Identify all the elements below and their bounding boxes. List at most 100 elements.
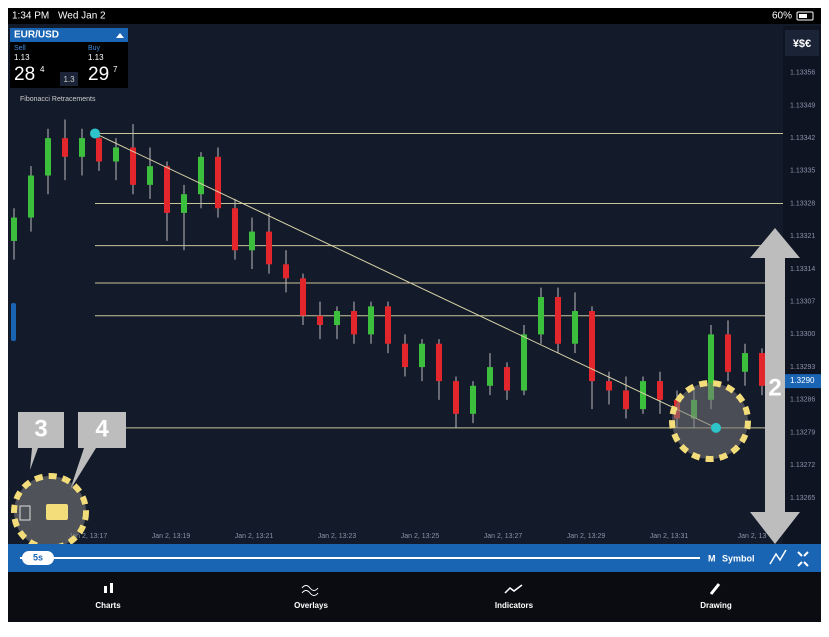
tab-drawing-label[interactable]: Drawing [700,601,732,610]
candle-body [147,166,153,185]
battery-icon [796,11,814,21]
battery-level [799,14,807,18]
candle-body [215,156,221,209]
status-bar [8,8,821,24]
candle-body [28,175,34,218]
price-label: 1.13349 [790,102,815,109]
price-label: 1.13293 [790,364,815,371]
tab-charts-label[interactable]: Charts [95,601,121,610]
candle-body [249,231,255,251]
candle-body [504,367,510,391]
instrument-header [10,28,128,42]
candle-body [555,297,561,344]
current-price-label: 1.3290 [790,376,815,385]
candle-body [181,194,187,213]
tab-indicators-label[interactable]: Indicators [495,601,534,610]
candle-body [606,381,612,391]
drag-handle-highlight[interactable] [669,380,751,462]
time-label: Jan 2, 13:21 [235,533,274,540]
drawing-icon[interactable] [709,583,721,595]
candle-body [62,138,68,157]
price-axis [783,26,821,544]
mode-label[interactable]: M [708,553,716,563]
candle-body [657,381,663,400]
time-label: Jan 2, 13:23 [318,533,357,540]
sell-pips[interactable]: 28 [14,64,35,85]
symbol-label[interactable]: Symbol [722,553,755,563]
price-label: 1.13279 [790,429,815,436]
currency-button[interactable] [785,30,819,56]
fullscreen-icon[interactable] [797,551,809,567]
tab-charts[interactable] [104,583,113,593]
candle-body [334,311,340,326]
indicators-icon[interactable] [504,584,523,594]
candle-body [470,385,476,414]
status-date: Wed Jan 2 [58,11,106,22]
candle-body [266,231,272,265]
indicator-label: Fibonacci Retracements [20,96,96,103]
chart-area: 1.13356 1.13349 1.13342 1.13335 1.13328 1.133… [11,70,821,540]
tab-overlays-label[interactable]: Overlays [294,601,328,610]
time-label: Jan 2, 13:17 [69,533,108,540]
candle-body [572,311,578,344]
candle-body [708,334,714,400]
candle-body [453,381,459,414]
time-label: Jan 2, 13:31 [650,533,689,540]
spread-box [60,72,78,86]
callout-2-label: 2 [768,374,781,401]
sell-frac: 4 [40,65,45,74]
candle-body [640,381,646,410]
chart-type-icon[interactable] [769,549,787,565]
candle-body [45,138,51,176]
candle-body [521,334,527,391]
candle-body [759,353,765,386]
candle-body [232,208,238,251]
candle-body [351,311,357,335]
price-label: 1.13307 [790,299,815,306]
candle-body [419,343,425,368]
time-label: Jan 2, 13:29 [567,533,606,540]
charts-icon [104,586,107,593]
trendline-end-handle [711,422,721,433]
callout-4-box [70,412,126,490]
time-label: Jan 2, 13:19 [152,533,191,540]
candle-body [96,138,102,162]
trash-icon[interactable] [19,505,31,521]
candle-body [283,264,289,279]
spread: 1.3 [63,75,75,84]
interval-pill[interactable] [22,551,54,565]
candle-body [79,138,85,157]
vertical-arrow [750,228,800,544]
currency-button-label: ¥$€ [793,38,811,50]
candle-body [11,217,17,241]
trendline [94,133,717,429]
time-label: Jan 2, 13:25 [401,533,440,540]
interval-label: 5s [33,552,43,562]
callout-2 [750,228,800,544]
status-battery: 60% [772,11,792,22]
price-label: 1.13342 [790,135,815,142]
callout-3-label: 3 [34,415,47,442]
sell-big: 1.13 [14,53,30,62]
price-label: 1.13265 [790,495,815,502]
candle-body [487,367,493,386]
candle-body [164,166,170,213]
price-label: 1.13314 [790,266,815,273]
candle-body [623,390,629,410]
side-handle[interactable] [11,303,16,341]
collapse-icon[interactable] [116,33,124,38]
tab-bar [8,572,821,622]
price-label: 1.13286 [790,397,815,404]
color-swatch[interactable] [46,504,68,520]
buy-pips[interactable]: 29 [88,64,109,85]
callout-4-label: 4 [95,415,109,442]
candle-body [436,343,442,382]
price-label: 1.13272 [790,462,815,469]
buy-big: 1.13 [88,53,104,62]
candle-body [385,306,391,344]
status-time: 1:34 PM [12,11,49,22]
overlays-icon[interactable] [301,585,319,596]
candle-body [198,156,204,195]
candle-body [368,306,374,335]
candle-body [538,297,544,335]
